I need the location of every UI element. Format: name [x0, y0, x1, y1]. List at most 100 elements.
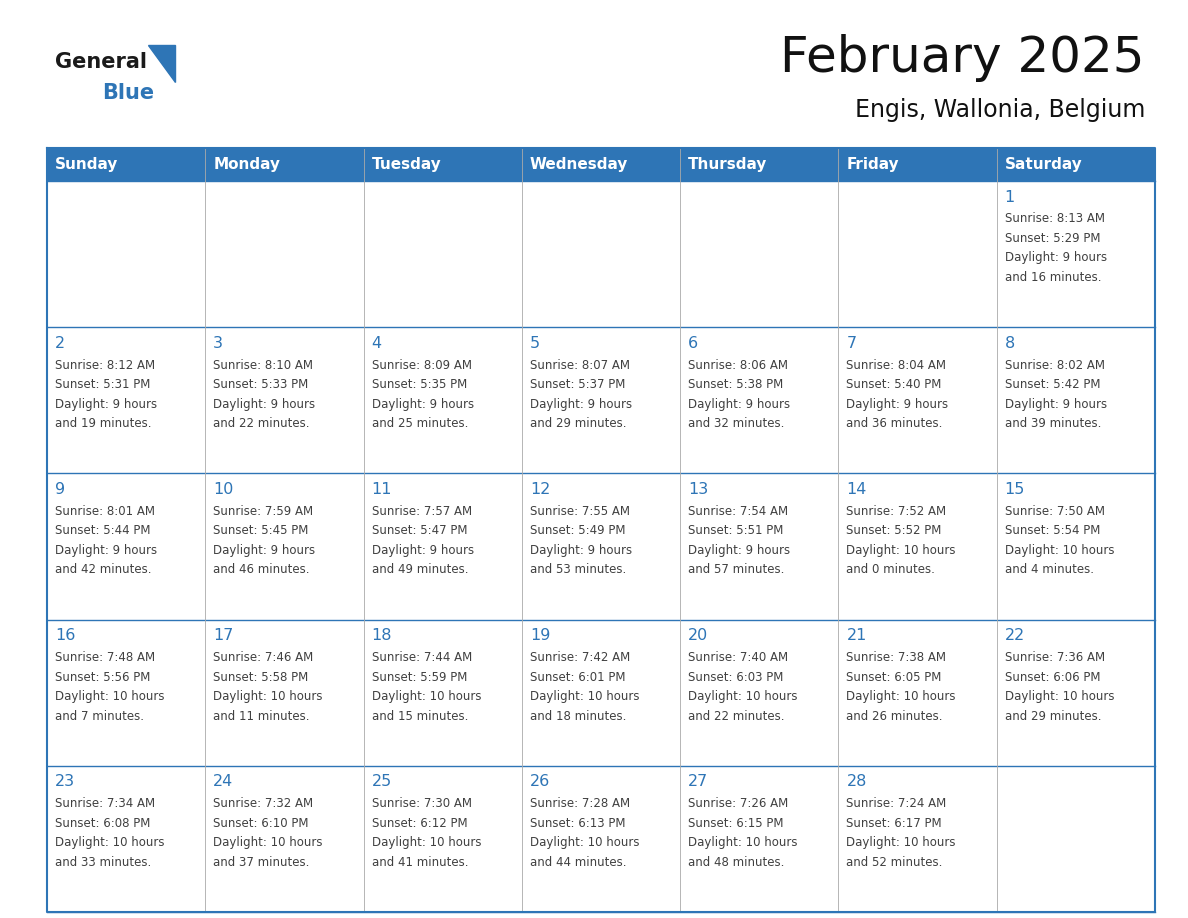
Text: General: General [55, 52, 147, 72]
Text: Sunset: 5:54 PM: Sunset: 5:54 PM [1005, 524, 1100, 537]
Text: Sunrise: 7:59 AM: Sunrise: 7:59 AM [214, 505, 314, 518]
Text: and 39 minutes.: and 39 minutes. [1005, 417, 1101, 431]
Text: and 41 minutes.: and 41 minutes. [372, 856, 468, 868]
Text: Sunrise: 8:13 AM: Sunrise: 8:13 AM [1005, 212, 1105, 226]
Text: Daylight: 10 hours: Daylight: 10 hours [372, 836, 481, 849]
Text: and 36 minutes.: and 36 minutes. [846, 417, 943, 431]
Text: Sunset: 5:42 PM: Sunset: 5:42 PM [1005, 378, 1100, 391]
Text: 24: 24 [214, 774, 234, 789]
Bar [48, 148, 1155, 181]
Text: Sunset: 6:08 PM: Sunset: 6:08 PM [55, 817, 151, 830]
Text: 15: 15 [1005, 482, 1025, 497]
Text: 22: 22 [1005, 628, 1025, 644]
Text: Sunrise: 7:34 AM: Sunrise: 7:34 AM [55, 798, 156, 811]
Text: 18: 18 [372, 628, 392, 644]
Text: Sunset: 6:17 PM: Sunset: 6:17 PM [846, 817, 942, 830]
Text: Sunset: 6:01 PM: Sunset: 6:01 PM [530, 671, 625, 684]
Text: 19: 19 [530, 628, 550, 644]
Text: Sunset: 6:06 PM: Sunset: 6:06 PM [1005, 671, 1100, 684]
Text: Daylight: 9 hours: Daylight: 9 hours [372, 543, 474, 557]
Text: Sunrise: 8:06 AM: Sunrise: 8:06 AM [688, 359, 788, 372]
Text: Sunrise: 7:24 AM: Sunrise: 7:24 AM [846, 798, 947, 811]
Text: Sunset: 6:12 PM: Sunset: 6:12 PM [372, 817, 467, 830]
Text: Daylight: 10 hours: Daylight: 10 hours [846, 836, 956, 849]
Text: Sunset: 5:49 PM: Sunset: 5:49 PM [530, 524, 625, 537]
Text: 3: 3 [214, 336, 223, 351]
Text: 25: 25 [372, 774, 392, 789]
Text: Sunset: 6:10 PM: Sunset: 6:10 PM [214, 817, 309, 830]
Text: Daylight: 9 hours: Daylight: 9 hours [688, 397, 790, 410]
Text: Sunrise: 7:54 AM: Sunrise: 7:54 AM [688, 505, 789, 518]
Text: Sunrise: 7:55 AM: Sunrise: 7:55 AM [530, 505, 630, 518]
Text: Sunset: 5:31 PM: Sunset: 5:31 PM [55, 378, 151, 391]
Text: 2: 2 [55, 336, 65, 351]
Text: Sunset: 6:15 PM: Sunset: 6:15 PM [688, 817, 784, 830]
Text: 17: 17 [214, 628, 234, 644]
Text: 8: 8 [1005, 336, 1015, 351]
Text: Sunset: 5:59 PM: Sunset: 5:59 PM [372, 671, 467, 684]
Text: and 11 minutes.: and 11 minutes. [214, 710, 310, 722]
Text: and 22 minutes.: and 22 minutes. [214, 417, 310, 431]
Text: Sunrise: 8:12 AM: Sunrise: 8:12 AM [55, 359, 156, 372]
Text: 16: 16 [55, 628, 75, 644]
Text: 28: 28 [846, 774, 867, 789]
Text: Sunset: 5:38 PM: Sunset: 5:38 PM [688, 378, 783, 391]
Text: Sunrise: 7:48 AM: Sunrise: 7:48 AM [55, 651, 156, 664]
Text: Thursday: Thursday [688, 157, 767, 172]
Text: Sunrise: 8:01 AM: Sunrise: 8:01 AM [55, 505, 154, 518]
Text: and 26 minutes.: and 26 minutes. [846, 710, 943, 722]
Text: and 7 minutes.: and 7 minutes. [55, 710, 144, 722]
Text: Sunrise: 8:02 AM: Sunrise: 8:02 AM [1005, 359, 1105, 372]
Text: Sunset: 5:58 PM: Sunset: 5:58 PM [214, 671, 309, 684]
Text: and 52 minutes.: and 52 minutes. [846, 856, 943, 868]
Text: Daylight: 10 hours: Daylight: 10 hours [846, 543, 956, 557]
Text: Sunset: 5:52 PM: Sunset: 5:52 PM [846, 524, 942, 537]
Text: Sunrise: 7:30 AM: Sunrise: 7:30 AM [372, 798, 472, 811]
Text: Daylight: 10 hours: Daylight: 10 hours [846, 690, 956, 703]
Text: 23: 23 [55, 774, 75, 789]
Text: and 48 minutes.: and 48 minutes. [688, 856, 784, 868]
Text: Sunrise: 7:38 AM: Sunrise: 7:38 AM [846, 651, 947, 664]
Text: Sunrise: 8:07 AM: Sunrise: 8:07 AM [530, 359, 630, 372]
Text: Sunday: Sunday [55, 157, 119, 172]
Text: Saturday: Saturday [1005, 157, 1082, 172]
Text: Daylight: 10 hours: Daylight: 10 hours [530, 836, 639, 849]
Polygon shape [148, 45, 175, 82]
Text: Sunrise: 7:36 AM: Sunrise: 7:36 AM [1005, 651, 1105, 664]
Text: Sunrise: 7:50 AM: Sunrise: 7:50 AM [1005, 505, 1105, 518]
Text: Daylight: 9 hours: Daylight: 9 hours [688, 543, 790, 557]
Text: and 15 minutes.: and 15 minutes. [372, 710, 468, 722]
Text: and 32 minutes.: and 32 minutes. [688, 417, 784, 431]
Text: 21: 21 [846, 628, 867, 644]
Text: 4: 4 [372, 336, 381, 351]
Text: Sunrise: 7:44 AM: Sunrise: 7:44 AM [372, 651, 472, 664]
Text: and 46 minutes.: and 46 minutes. [214, 564, 310, 577]
Text: and 16 minutes.: and 16 minutes. [1005, 271, 1101, 284]
Text: and 33 minutes.: and 33 minutes. [55, 856, 151, 868]
Text: Sunset: 6:03 PM: Sunset: 6:03 PM [688, 671, 784, 684]
Text: and 19 minutes.: and 19 minutes. [55, 417, 152, 431]
Text: Daylight: 9 hours: Daylight: 9 hours [372, 397, 474, 410]
Text: Sunset: 5:29 PM: Sunset: 5:29 PM [1005, 232, 1100, 245]
Text: Daylight: 9 hours: Daylight: 9 hours [214, 543, 315, 557]
Text: 27: 27 [688, 774, 708, 789]
Text: Daylight: 9 hours: Daylight: 9 hours [1005, 397, 1107, 410]
Text: Daylight: 10 hours: Daylight: 10 hours [55, 836, 164, 849]
Text: and 22 minutes.: and 22 minutes. [688, 710, 784, 722]
Text: Sunset: 6:05 PM: Sunset: 6:05 PM [846, 671, 942, 684]
Text: Sunset: 5:56 PM: Sunset: 5:56 PM [55, 671, 151, 684]
Text: 9: 9 [55, 482, 65, 497]
Text: Sunrise: 8:04 AM: Sunrise: 8:04 AM [846, 359, 947, 372]
Text: 11: 11 [372, 482, 392, 497]
Text: February 2025: February 2025 [781, 34, 1145, 82]
Text: 12: 12 [530, 482, 550, 497]
Text: Daylight: 10 hours: Daylight: 10 hours [688, 690, 797, 703]
Text: and 42 minutes.: and 42 minutes. [55, 564, 152, 577]
Text: and 18 minutes.: and 18 minutes. [530, 710, 626, 722]
Text: and 57 minutes.: and 57 minutes. [688, 564, 784, 577]
Text: Sunrise: 7:42 AM: Sunrise: 7:42 AM [530, 651, 630, 664]
Text: Wednesday: Wednesday [530, 157, 628, 172]
Text: Sunset: 5:40 PM: Sunset: 5:40 PM [846, 378, 942, 391]
Text: 7: 7 [846, 336, 857, 351]
Text: Daylight: 9 hours: Daylight: 9 hours [530, 543, 632, 557]
